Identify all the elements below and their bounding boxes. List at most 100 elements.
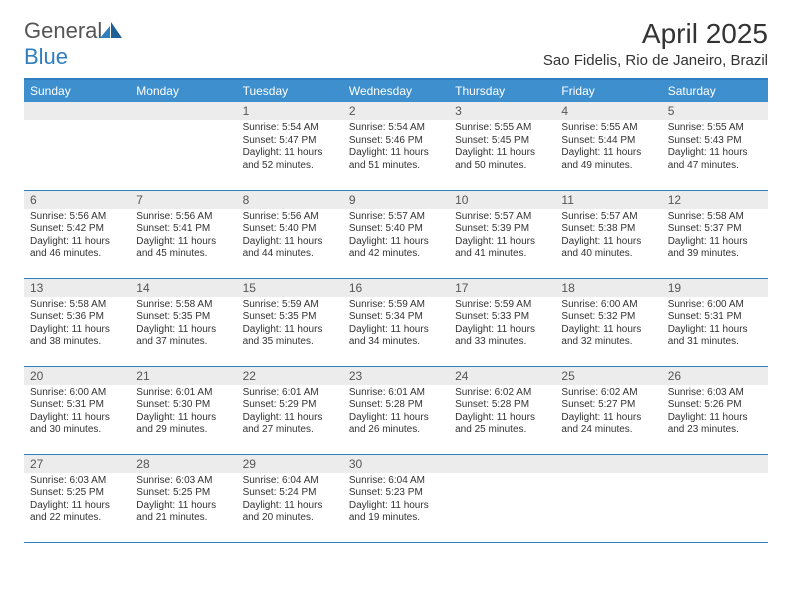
calendar-day-cell: 20Sunrise: 6:00 AMSunset: 5:31 PMDayligh… xyxy=(24,366,130,454)
day-number: 23 xyxy=(343,367,449,385)
calendar-day-cell: 18Sunrise: 6:00 AMSunset: 5:32 PMDayligh… xyxy=(555,278,661,366)
day-content: Sunrise: 5:58 AMSunset: 5:35 PMDaylight:… xyxy=(130,297,236,353)
calendar-day-cell xyxy=(130,102,236,190)
day-content: Sunrise: 5:59 AMSunset: 5:34 PMDaylight:… xyxy=(343,297,449,353)
calendar-day-cell: 7Sunrise: 5:56 AMSunset: 5:41 PMDaylight… xyxy=(130,190,236,278)
day-content: Sunrise: 5:56 AMSunset: 5:40 PMDaylight:… xyxy=(237,209,343,265)
weekday-header: Tuesday xyxy=(237,79,343,102)
weekday-header: Thursday xyxy=(449,79,555,102)
day-number: 10 xyxy=(449,191,555,209)
day-number: 12 xyxy=(662,191,768,209)
day-number xyxy=(662,455,768,473)
calendar-day-cell: 11Sunrise: 5:57 AMSunset: 5:38 PMDayligh… xyxy=(555,190,661,278)
calendar-day-cell: 9Sunrise: 5:57 AMSunset: 5:40 PMDaylight… xyxy=(343,190,449,278)
day-number xyxy=(449,455,555,473)
day-number xyxy=(555,455,661,473)
calendar-day-cell: 12Sunrise: 5:58 AMSunset: 5:37 PMDayligh… xyxy=(662,190,768,278)
calendar-body: 1Sunrise: 5:54 AMSunset: 5:47 PMDaylight… xyxy=(24,102,768,542)
day-number: 16 xyxy=(343,279,449,297)
day-number: 17 xyxy=(449,279,555,297)
day-number: 29 xyxy=(237,455,343,473)
day-content: Sunrise: 6:02 AMSunset: 5:28 PMDaylight:… xyxy=(449,385,555,441)
calendar-day-cell: 19Sunrise: 6:00 AMSunset: 5:31 PMDayligh… xyxy=(662,278,768,366)
calendar-day-cell: 3Sunrise: 5:55 AMSunset: 5:45 PMDaylight… xyxy=(449,102,555,190)
day-number xyxy=(130,102,236,120)
day-content: Sunrise: 6:03 AMSunset: 5:26 PMDaylight:… xyxy=(662,385,768,441)
day-number xyxy=(24,102,130,120)
day-content: Sunrise: 5:54 AMSunset: 5:46 PMDaylight:… xyxy=(343,120,449,176)
logo-word-blue: Blue xyxy=(24,44,68,69)
logo: GeneralBlue xyxy=(24,18,122,70)
calendar-day-cell: 25Sunrise: 6:02 AMSunset: 5:27 PMDayligh… xyxy=(555,366,661,454)
calendar-day-cell: 5Sunrise: 5:55 AMSunset: 5:43 PMDaylight… xyxy=(662,102,768,190)
calendar-week-row: 1Sunrise: 5:54 AMSunset: 5:47 PMDaylight… xyxy=(24,102,768,190)
calendar-day-cell: 8Sunrise: 5:56 AMSunset: 5:40 PMDaylight… xyxy=(237,190,343,278)
calendar-table: SundayMondayTuesdayWednesdayThursdayFrid… xyxy=(24,78,768,543)
calendar-day-cell: 17Sunrise: 5:59 AMSunset: 5:33 PMDayligh… xyxy=(449,278,555,366)
calendar-day-cell: 29Sunrise: 6:04 AMSunset: 5:24 PMDayligh… xyxy=(237,454,343,542)
weekday-header: Sunday xyxy=(24,79,130,102)
day-content: Sunrise: 5:55 AMSunset: 5:44 PMDaylight:… xyxy=(555,120,661,176)
day-number: 21 xyxy=(130,367,236,385)
header: GeneralBlue April 2025 Sao Fidelis, Rio … xyxy=(24,18,768,70)
calendar-day-cell xyxy=(662,454,768,542)
calendar-day-cell: 24Sunrise: 6:02 AMSunset: 5:28 PMDayligh… xyxy=(449,366,555,454)
day-number: 30 xyxy=(343,455,449,473)
day-content: Sunrise: 5:57 AMSunset: 5:39 PMDaylight:… xyxy=(449,209,555,265)
day-number: 13 xyxy=(24,279,130,297)
weekday-header: Wednesday xyxy=(343,79,449,102)
day-content: Sunrise: 6:00 AMSunset: 5:31 PMDaylight:… xyxy=(662,297,768,353)
day-number: 4 xyxy=(555,102,661,120)
calendar-day-cell xyxy=(24,102,130,190)
day-number: 18 xyxy=(555,279,661,297)
day-number: 8 xyxy=(237,191,343,209)
calendar-day-cell: 6Sunrise: 5:56 AMSunset: 5:42 PMDaylight… xyxy=(24,190,130,278)
calendar-day-cell: 13Sunrise: 5:58 AMSunset: 5:36 PMDayligh… xyxy=(24,278,130,366)
day-content: Sunrise: 6:01 AMSunset: 5:29 PMDaylight:… xyxy=(237,385,343,441)
calendar-week-row: 13Sunrise: 5:58 AMSunset: 5:36 PMDayligh… xyxy=(24,278,768,366)
logo-word-general: General xyxy=(24,18,102,43)
calendar-day-cell: 15Sunrise: 5:59 AMSunset: 5:35 PMDayligh… xyxy=(237,278,343,366)
day-number: 28 xyxy=(130,455,236,473)
day-number: 1 xyxy=(237,102,343,120)
weekday-header: Friday xyxy=(555,79,661,102)
day-content: Sunrise: 5:57 AMSunset: 5:40 PMDaylight:… xyxy=(343,209,449,265)
logo-text: GeneralBlue xyxy=(24,18,122,70)
day-number: 20 xyxy=(24,367,130,385)
calendar-header-row: SundayMondayTuesdayWednesdayThursdayFrid… xyxy=(24,79,768,102)
title-block: April 2025 Sao Fidelis, Rio de Janeiro, … xyxy=(543,18,768,69)
calendar-week-row: 27Sunrise: 6:03 AMSunset: 5:25 PMDayligh… xyxy=(24,454,768,542)
day-content: Sunrise: 6:01 AMSunset: 5:28 PMDaylight:… xyxy=(343,385,449,441)
day-content: Sunrise: 6:01 AMSunset: 5:30 PMDaylight:… xyxy=(130,385,236,441)
calendar-day-cell: 2Sunrise: 5:54 AMSunset: 5:46 PMDaylight… xyxy=(343,102,449,190)
calendar-day-cell: 26Sunrise: 6:03 AMSunset: 5:26 PMDayligh… xyxy=(662,366,768,454)
day-content: Sunrise: 5:58 AMSunset: 5:36 PMDaylight:… xyxy=(24,297,130,353)
calendar-day-cell: 14Sunrise: 5:58 AMSunset: 5:35 PMDayligh… xyxy=(130,278,236,366)
calendar-day-cell: 1Sunrise: 5:54 AMSunset: 5:47 PMDaylight… xyxy=(237,102,343,190)
day-number: 27 xyxy=(24,455,130,473)
calendar-week-row: 6Sunrise: 5:56 AMSunset: 5:42 PMDaylight… xyxy=(24,190,768,278)
calendar-day-cell xyxy=(555,454,661,542)
day-content: Sunrise: 5:56 AMSunset: 5:41 PMDaylight:… xyxy=(130,209,236,265)
day-content: Sunrise: 6:03 AMSunset: 5:25 PMDaylight:… xyxy=(24,473,130,529)
month-title: April 2025 xyxy=(543,18,768,50)
day-content: Sunrise: 6:03 AMSunset: 5:25 PMDaylight:… xyxy=(130,473,236,529)
day-number: 24 xyxy=(449,367,555,385)
weekday-header: Monday xyxy=(130,79,236,102)
day-content: Sunrise: 5:56 AMSunset: 5:42 PMDaylight:… xyxy=(24,209,130,265)
day-number: 14 xyxy=(130,279,236,297)
day-content: Sunrise: 5:59 AMSunset: 5:35 PMDaylight:… xyxy=(237,297,343,353)
day-number: 2 xyxy=(343,102,449,120)
day-content: Sunrise: 6:00 AMSunset: 5:32 PMDaylight:… xyxy=(555,297,661,353)
calendar-day-cell: 16Sunrise: 5:59 AMSunset: 5:34 PMDayligh… xyxy=(343,278,449,366)
day-content: Sunrise: 5:59 AMSunset: 5:33 PMDaylight:… xyxy=(449,297,555,353)
day-number: 22 xyxy=(237,367,343,385)
calendar-day-cell: 30Sunrise: 6:04 AMSunset: 5:23 PMDayligh… xyxy=(343,454,449,542)
calendar-day-cell: 21Sunrise: 6:01 AMSunset: 5:30 PMDayligh… xyxy=(130,366,236,454)
day-content: Sunrise: 5:54 AMSunset: 5:47 PMDaylight:… xyxy=(237,120,343,176)
weekday-header: Saturday xyxy=(662,79,768,102)
day-content: Sunrise: 5:55 AMSunset: 5:45 PMDaylight:… xyxy=(449,120,555,176)
day-number: 15 xyxy=(237,279,343,297)
calendar-day-cell: 23Sunrise: 6:01 AMSunset: 5:28 PMDayligh… xyxy=(343,366,449,454)
day-number: 7 xyxy=(130,191,236,209)
